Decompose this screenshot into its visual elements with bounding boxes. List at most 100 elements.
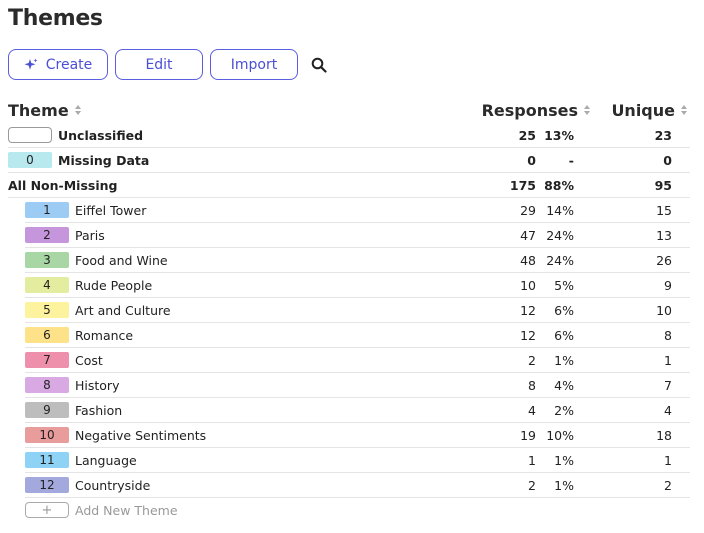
theme-swatch: 5 (25, 302, 69, 318)
responses-count: 25 (518, 128, 536, 143)
table-row[interactable]: 12 Countryside 2 1% 2 (0, 473, 704, 498)
table-row[interactable]: 8 History 8 4% 7 (0, 373, 704, 398)
unique-count: 26 (656, 253, 672, 268)
themes-table: Unclassified 25 13% 23 0 Missing Data 0 … (0, 123, 704, 523)
theme-swatch: 3 (25, 252, 69, 268)
sort-icon (680, 104, 688, 116)
responses-count: 4 (528, 403, 536, 418)
table-row[interactable]: 0 Missing Data 0 - 0 (0, 148, 704, 173)
import-button[interactable]: Import (210, 49, 298, 80)
theme-label: Countryside (75, 478, 151, 493)
theme-label: Fashion (75, 403, 123, 418)
unique-count: 95 (654, 178, 672, 193)
add-new-theme-label[interactable]: Add New Theme (75, 503, 178, 518)
unique-count: 4 (664, 403, 672, 418)
theme-swatch: 4 (25, 277, 69, 293)
theme-swatch: 9 (25, 402, 69, 418)
create-button[interactable]: Create (8, 49, 108, 80)
unique-count: 10 (656, 303, 672, 318)
responses-percent: 24% (546, 253, 574, 268)
import-button-label: Import (230, 56, 278, 73)
responses-percent: 2% (554, 403, 574, 418)
theme-label: Missing Data (58, 153, 150, 168)
unique-count: 7 (664, 378, 672, 393)
page-title: Themes (8, 6, 103, 31)
responses-count: 10 (520, 278, 536, 293)
table-header: Theme Responses Unique (0, 98, 704, 122)
unique-count: 18 (656, 428, 672, 443)
theme-swatch: 7 (25, 352, 69, 368)
theme-swatch: 11 (25, 452, 69, 468)
unique-header-label: Unique (611, 100, 675, 120)
toolbar: Create Edit Import (8, 49, 331, 80)
table-row[interactable]: All Non-Missing 175 88% 95 (0, 173, 704, 198)
theme-swatch (8, 127, 52, 143)
theme-swatch: 0 (8, 152, 52, 168)
theme-label: Food and Wine (75, 253, 168, 268)
responses-column-header[interactable]: Responses (482, 98, 591, 122)
unique-count: 0 (663, 153, 672, 168)
responses-count: 47 (520, 228, 536, 243)
edit-button-label: Edit (145, 56, 173, 73)
theme-label: All Non-Missing (8, 178, 118, 193)
responses-percent: 14% (546, 203, 574, 218)
table-row[interactable]: 7 Cost 2 1% 1 (0, 348, 704, 373)
theme-label: Language (75, 453, 137, 468)
unique-count: 1 (664, 453, 672, 468)
theme-label: Romance (75, 328, 134, 343)
theme-label: Paris (75, 228, 105, 243)
responses-percent: 13% (544, 128, 574, 143)
table-row[interactable]: 5 Art and Culture 12 6% 10 (0, 298, 704, 323)
unique-count: 1 (664, 353, 672, 368)
edit-button[interactable]: Edit (115, 49, 203, 80)
unique-count: 13 (656, 228, 672, 243)
responses-percent: 1% (554, 353, 574, 368)
responses-header-label: Responses (481, 100, 578, 120)
search-icon[interactable] (307, 53, 331, 77)
table-row[interactable]: 9 Fashion 4 2% 4 (0, 398, 704, 423)
theme-label: Negative Sentiments (75, 428, 207, 443)
sort-icon (583, 104, 591, 116)
responses-count: 0 (527, 153, 536, 168)
table-row[interactable]: Unclassified 25 13% 23 (0, 123, 704, 148)
unique-count: 15 (656, 203, 672, 218)
responses-percent: 24% (546, 228, 574, 243)
responses-count: 2 (528, 353, 536, 368)
theme-swatch: 10 (25, 427, 69, 443)
responses-percent: 10% (546, 428, 574, 443)
unique-column-header[interactable]: Unique (611, 98, 688, 122)
responses-count: 12 (520, 328, 536, 343)
create-button-label: Create (45, 56, 93, 73)
add-new-theme-row[interactable]: + Add New Theme (0, 498, 704, 523)
responses-percent: 88% (544, 178, 574, 193)
responses-count: 29 (520, 203, 536, 218)
table-row[interactable]: 2 Paris 47 24% 13 (0, 223, 704, 248)
theme-label: Eiffel Tower (75, 203, 147, 218)
theme-header-label: Theme (8, 100, 69, 120)
table-row[interactable]: 4 Rude People 10 5% 9 (0, 273, 704, 298)
theme-swatch: 6 (25, 327, 69, 343)
table-row[interactable]: 6 Romance 12 6% 8 (0, 323, 704, 348)
theme-swatch: 1 (25, 202, 69, 218)
responses-count: 8 (528, 378, 536, 393)
theme-label: Unclassified (58, 128, 144, 143)
responses-percent: 1% (554, 453, 574, 468)
theme-column-header[interactable]: Theme (8, 98, 82, 122)
table-row[interactable]: 10 Negative Sentiments 19 10% 18 (0, 423, 704, 448)
responses-count: 175 (509, 178, 536, 193)
table-row[interactable]: 11 Language 1 1% 1 (0, 448, 704, 473)
theme-swatch: 12 (25, 477, 69, 493)
unique-count: 9 (664, 278, 672, 293)
responses-percent: - (568, 153, 574, 168)
plus-icon[interactable]: + (25, 502, 69, 518)
responses-percent: 4% (554, 378, 574, 393)
responses-percent: 6% (554, 328, 574, 343)
theme-label: Art and Culture (75, 303, 171, 318)
table-row[interactable]: 3 Food and Wine 48 24% 26 (0, 248, 704, 273)
responses-percent: 1% (554, 478, 574, 493)
responses-count: 48 (520, 253, 536, 268)
unique-count: 23 (654, 128, 672, 143)
theme-swatch: 2 (25, 227, 69, 243)
table-row[interactable]: 1 Eiffel Tower 29 14% 15 (0, 198, 704, 223)
responses-percent: 5% (554, 278, 574, 293)
